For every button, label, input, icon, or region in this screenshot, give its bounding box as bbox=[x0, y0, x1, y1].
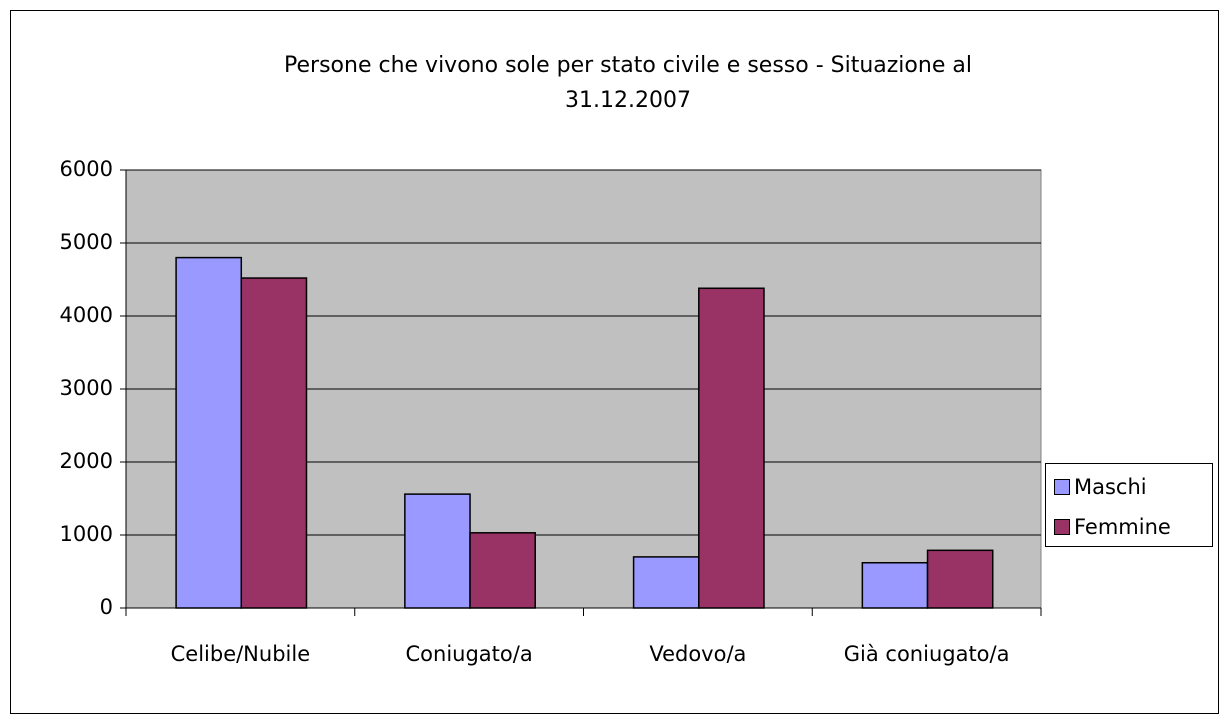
bar bbox=[175, 256, 243, 609]
legend-swatch bbox=[1054, 519, 1070, 535]
y-tick-label: 1000 bbox=[60, 522, 113, 546]
bar bbox=[469, 532, 536, 609]
y-tick-label: 2000 bbox=[60, 449, 113, 473]
y-tick-label: 6000 bbox=[60, 157, 113, 181]
x-tick-label: Già coniugato/a bbox=[843, 642, 1010, 666]
legend-label: Maschi bbox=[1074, 475, 1147, 499]
y-tick-label: 5000 bbox=[60, 230, 113, 254]
x-tick-label: Celibe/Nubile bbox=[170, 642, 311, 666]
legend-item: Femmine bbox=[1046, 510, 1212, 544]
bar bbox=[632, 556, 700, 609]
bar bbox=[861, 561, 929, 609]
y-tick-label: 3000 bbox=[60, 376, 113, 400]
y-tick-label: 4000 bbox=[60, 303, 113, 327]
chart-border bbox=[10, 10, 1219, 714]
legend-swatch bbox=[1054, 479, 1070, 495]
x-tick-label: Vedovo/a bbox=[649, 642, 747, 666]
x-tick-label: Coniugato/a bbox=[405, 642, 533, 666]
bar bbox=[926, 549, 994, 609]
bar bbox=[698, 287, 765, 609]
legend-item: Maschi bbox=[1046, 470, 1212, 504]
chart-title: Persone che vivono sole per stato civile… bbox=[284, 53, 972, 113]
bar bbox=[404, 493, 471, 609]
legend: Maschi Femmine bbox=[1045, 463, 1213, 547]
y-tick-label: 0 bbox=[100, 595, 113, 619]
bar bbox=[240, 277, 308, 609]
legend-label: Femmine bbox=[1074, 515, 1171, 539]
